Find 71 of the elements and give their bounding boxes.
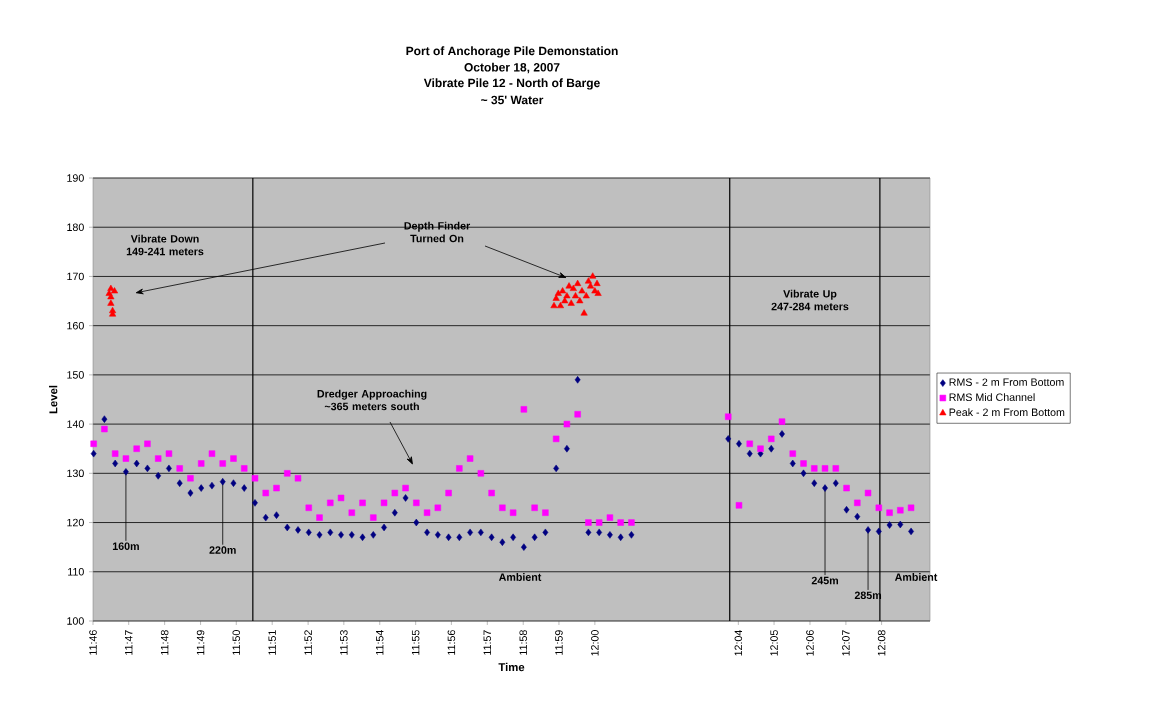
y-tick-label: 150	[67, 371, 84, 379]
point	[552, 294, 560, 301]
point	[584, 277, 592, 284]
y-tick-label: 100	[67, 617, 84, 625]
x-tick-label: 12:00	[591, 630, 599, 656]
x-tick-label: 12:08	[877, 630, 886, 656]
x-tick-label: 11:59	[555, 630, 563, 655]
point	[565, 282, 573, 289]
annotation: Ambient	[498, 573, 542, 581]
annotation: 220m	[209, 546, 236, 554]
y-tick-label: 140	[67, 420, 84, 428]
point	[580, 309, 588, 316]
y-tick-label: 160	[67, 321, 84, 330]
y-tick-label: 110	[68, 567, 84, 576]
text: ~ 35' Water	[481, 95, 544, 105]
point	[107, 293, 115, 300]
x-tick-label: 11:58	[519, 630, 528, 655]
y-tick-label: 120	[67, 518, 84, 527]
x-tick-label: 11:54	[376, 630, 384, 655]
point	[582, 292, 590, 299]
x-tick-label: 11:53	[340, 630, 348, 655]
annotation: 160m	[112, 542, 139, 550]
point	[107, 299, 115, 306]
x-tick-label: 11:47	[125, 630, 133, 655]
point	[594, 289, 602, 296]
point	[572, 292, 579, 299]
point	[574, 279, 582, 286]
point	[107, 284, 115, 291]
annotation: Ambient	[894, 573, 938, 581]
chart-title: Port of Anchorage Pile Demonstation	[406, 46, 618, 58]
y-tick-label: 180	[67, 223, 84, 231]
x-tick-label: 11:50	[232, 630, 241, 655]
x-tick-label: 11:48	[160, 630, 169, 655]
x-tick-label: 11:51	[268, 630, 276, 655]
annotation: Dredger Approaching ~365 meters south	[317, 389, 427, 411]
x-tick-label: 12:04	[734, 630, 743, 656]
point	[111, 287, 119, 294]
point	[567, 299, 575, 306]
point	[550, 301, 558, 309]
x-tick-label: 11:57	[483, 630, 492, 655]
annotation: Vibrate Up 247-284 meters	[771, 289, 849, 311]
x-tick-label: 11:46	[89, 630, 97, 655]
x-tick-label: 12:06	[806, 630, 814, 656]
chart-subtitle: October 18, 2007	[464, 62, 560, 74]
point	[593, 279, 601, 286]
x-tick-label: 11:52	[304, 630, 312, 655]
text: Vibrate Pile 12 - North of Barge	[423, 78, 600, 90]
y-tick-label: 170	[67, 272, 84, 281]
legend-label: Peak - 2 m From Bottom	[949, 408, 1065, 417]
point	[589, 272, 597, 279]
point	[569, 284, 577, 291]
x-tick-label: 12:05	[770, 630, 778, 656]
legend-label: RMS - 2 m From Bottom	[949, 378, 1064, 386]
annotation: Vibrate Down 149-241 meters	[126, 234, 204, 256]
legend-label: RMS Mid Channel	[949, 393, 1035, 401]
point	[559, 287, 567, 294]
y-tick-label: 190	[67, 174, 84, 182]
y-tick-label: 130	[67, 469, 84, 478]
point	[587, 282, 595, 289]
point	[561, 297, 569, 304]
point	[576, 297, 584, 304]
y-axis-title: Level	[49, 385, 58, 414]
x-tick-label: 11:55	[411, 630, 420, 655]
x-axis-title: Time	[498, 662, 525, 672]
x-tick-label: 12:07	[842, 630, 850, 656]
point	[556, 301, 564, 309]
x-tick-label: 11:56	[447, 630, 456, 655]
x-tick-label: 11:49	[196, 630, 205, 655]
point	[578, 287, 586, 294]
point	[563, 292, 571, 299]
annotation: 245m	[811, 576, 839, 585]
